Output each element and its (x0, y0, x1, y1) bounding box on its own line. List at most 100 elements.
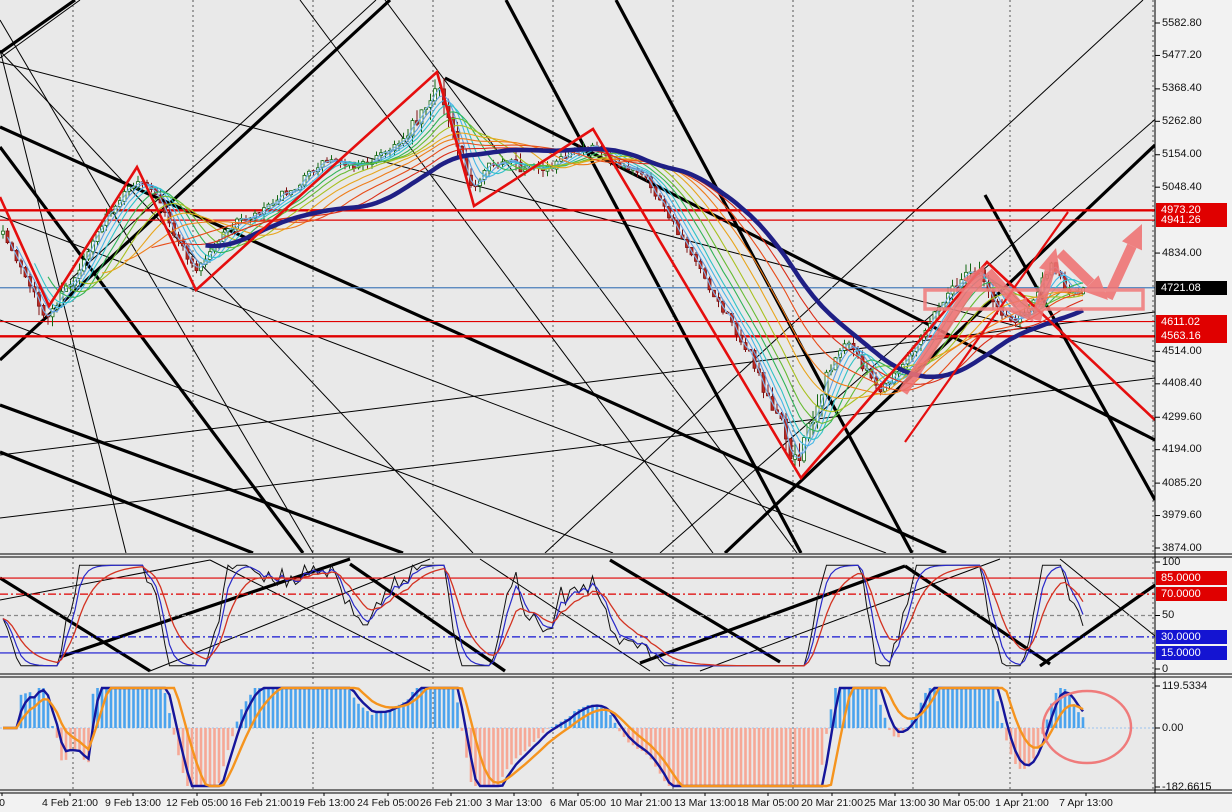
oscillator-badge: 70.0000 (1156, 587, 1227, 602)
time-axis-label: 26 Feb 21:00 (420, 797, 482, 809)
annotations (898, 224, 1145, 395)
trendline-thick (504, 0, 803, 553)
trendline-thick (0, 0, 76, 55)
oscillator-fast-line (2, 563, 1084, 667)
trendline-thin (0, 215, 887, 553)
time-axis-label: 18 Mar 05:00 (737, 797, 799, 809)
trendline-thick (609, 558, 781, 664)
trendline-thick (723, 143, 1155, 553)
macd-axis-label: 119.5334 (1162, 679, 1208, 692)
red-trendline (904, 211, 1069, 443)
trendline-thin (1059, 558, 1155, 637)
oscillator-badge: 85.0000 (1156, 571, 1227, 586)
ma-line (178, 147, 1084, 385)
trendline-thin (299, 0, 714, 553)
ma-line (79, 124, 1084, 413)
forecast-arrow-shaft (1056, 249, 1095, 287)
candle-body (5, 230, 10, 244)
trendline-thin (544, 0, 1144, 553)
time-axis-label: 0 (0, 797, 5, 809)
forecast-arrow-shaft (984, 268, 1022, 308)
trendline-thick (349, 562, 506, 673)
price-badge: 4721.08 (1156, 280, 1227, 295)
candlesticks (1, 78, 1085, 467)
time-axis-label: 7 Apr 13:00 (1059, 797, 1113, 809)
price-axis-label: 5582.80 (1162, 16, 1202, 29)
zigzag-line (0, 69, 1155, 481)
macd-axis-label: -182.6615 (1162, 780, 1212, 793)
price-badge: 4563.16 (1156, 329, 1227, 344)
forecast-arrow-head (962, 265, 985, 292)
price-axis-label: 4085.20 (1162, 476, 1202, 489)
forecast-arrow-head (1038, 248, 1061, 275)
trendline-thin (384, 0, 798, 553)
price-axis-label: 4408.40 (1162, 377, 1202, 390)
time-axis-label: 13 Mar 13:00 (674, 797, 736, 809)
trendline-thin (209, 559, 431, 672)
macd-axis-label: 0.00 (1162, 721, 1184, 734)
trendline-thick (0, 125, 947, 553)
time-axis-label: 16 Feb 21:00 (230, 797, 292, 809)
oscillator-axis-label: 0 (1162, 662, 1169, 675)
oscillator-badge: 30.0000 (1156, 629, 1227, 644)
trendline-thick (0, 403, 404, 553)
macd-highlight-ellipse (1041, 689, 1133, 765)
trendline-thick (0, 146, 305, 553)
trendline-thin (659, 118, 1155, 553)
price-axis-strip (1156, 0, 1232, 793)
time-axis-label: 19 Feb 13:00 (293, 797, 355, 809)
price-axis-label: 4834.00 (1162, 246, 1202, 259)
forecast-arrow-head (1083, 275, 1108, 300)
ma-line (151, 142, 1084, 392)
trendline-thick (904, 564, 1051, 666)
price-axis-label: 5262.80 (1162, 114, 1202, 127)
forecast-arrow-head (1121, 224, 1142, 251)
time-axis-label: 3 Mar 13:00 (485, 797, 543, 809)
oscillator-mid-line (2, 564, 1084, 667)
time-axis-strip (0, 793, 1232, 812)
time-axis-label: 20 Mar 21:00 (801, 797, 863, 809)
price-axis-label: 4194.00 (1162, 443, 1202, 456)
ma-line (34, 104, 1084, 440)
time-axis-label: 4 Feb 21:00 (41, 797, 99, 809)
time-axis-label: 6 Mar 05:00 (549, 797, 607, 809)
oscillator-axis-label: 50 (1162, 609, 1175, 621)
macd-main-line (3, 686, 1084, 788)
time-axis-label: 30 Mar 05:00 (928, 797, 990, 809)
trendline-thick (639, 564, 906, 665)
trendline-thick (0, 576, 151, 673)
price-axis-label: 4299.60 (1162, 410, 1202, 423)
price-axis-label: 3874.00 (1162, 541, 1202, 554)
ma-line (7, 87, 1084, 459)
forecast-arrow-shaft (1031, 269, 1055, 322)
trendline-thin (0, 0, 81, 59)
price-badge: 4611.02 (1156, 314, 1227, 329)
trendline-thin (0, 377, 1155, 519)
price-axis-label: 5048.40 (1162, 180, 1202, 193)
macd-pane (0, 677, 1155, 790)
ma-line-thick (205, 146, 1084, 380)
consolidation-rectangle (923, 288, 1145, 311)
time-axis-label: 9 Feb 13:00 (104, 797, 162, 809)
candle-body (1, 230, 5, 235)
trendline-thick (0, 450, 254, 553)
macd-signal-line (3, 686, 1084, 788)
oscillator-badge: 15.0000 (1156, 645, 1227, 660)
trendline-thin (0, 559, 211, 601)
trendline-thick (1039, 583, 1155, 668)
price-axis-label: 5154.00 (1162, 148, 1202, 161)
trendline-thin (0, 319, 614, 553)
ma-line (124, 138, 1083, 396)
oscillator-slow-line (2, 565, 1084, 667)
oscillator-axis-label: 100 (1162, 555, 1181, 568)
oscillator-pane (0, 557, 1155, 673)
trendline-thin (0, 61, 1155, 363)
price-axis-label: 5368.40 (1162, 82, 1202, 95)
time-axis-label: 10 Mar 21:00 (610, 797, 672, 809)
price-axis-label: 3979.60 (1162, 509, 1202, 522)
trendline-thin (0, 19, 314, 553)
time-axis-label: 12 Feb 05:00 (166, 797, 228, 809)
price-axis-label: 4514.00 (1162, 344, 1202, 357)
